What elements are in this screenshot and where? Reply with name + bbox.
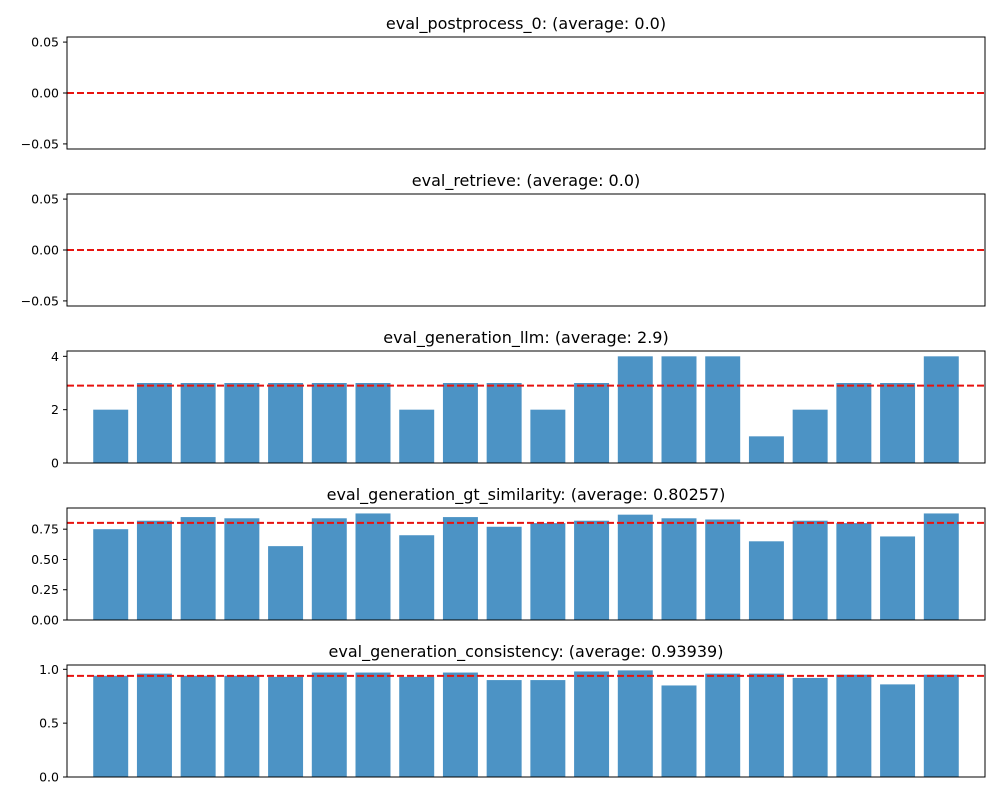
bar xyxy=(93,529,129,620)
y-tick-label: −0.05 xyxy=(21,293,59,308)
bar xyxy=(748,541,784,620)
y-tick-label: −0.05 xyxy=(21,136,59,151)
bar xyxy=(705,673,741,777)
bar xyxy=(399,409,435,463)
bar xyxy=(136,520,172,620)
bar xyxy=(661,685,697,777)
bar xyxy=(311,672,347,777)
bar xyxy=(661,356,697,463)
chart-title: eval_generation_consistency: (average: 0… xyxy=(329,642,724,662)
bar xyxy=(442,517,478,620)
bar xyxy=(136,673,172,777)
y-tick-label: 0.75 xyxy=(31,522,59,537)
y-tick-label: 4 xyxy=(51,349,59,364)
chart-panel-1: eval_retrieve: (average: 0.0) −0.05 0.00 0.… xyxy=(21,171,986,308)
bar xyxy=(311,383,347,463)
y-tick-label: 0.50 xyxy=(31,552,59,567)
bar xyxy=(836,383,872,463)
bar xyxy=(880,684,916,777)
bar xyxy=(355,513,391,620)
y-tick-label: 0.0 xyxy=(39,770,59,785)
axes-frame xyxy=(66,664,986,778)
bar xyxy=(923,513,959,620)
bar xyxy=(311,518,347,620)
bar xyxy=(574,383,610,463)
chart-panel-4: eval_generation_consistency: (average: 0… xyxy=(39,642,986,785)
bar xyxy=(617,356,653,463)
bar xyxy=(355,672,391,777)
bar xyxy=(836,523,872,620)
bar xyxy=(574,520,610,620)
bar xyxy=(442,383,478,463)
chart-title: eval_generation_gt_similarity: (average:… xyxy=(327,485,726,505)
bar xyxy=(705,519,741,620)
chart-panel-2: eval_generation_llm: (average: 2.9) 0 2 4 xyxy=(51,328,986,471)
bar xyxy=(268,383,304,463)
chart-title: eval_postprocess_0: (average: 0.0) xyxy=(386,14,666,34)
bar xyxy=(224,518,260,620)
bar xyxy=(530,409,566,463)
y-tick-label: 2 xyxy=(51,402,59,417)
y-tick-label: 0.25 xyxy=(31,582,59,597)
bar xyxy=(661,518,697,620)
y-tick-label: 0 xyxy=(51,456,59,471)
bar xyxy=(93,409,129,463)
bar xyxy=(180,517,216,620)
y-tick-label: 0.5 xyxy=(39,716,59,731)
bar xyxy=(923,356,959,463)
bar xyxy=(399,676,435,777)
bar xyxy=(355,383,391,463)
axes-frame xyxy=(66,350,986,464)
bar xyxy=(486,680,522,777)
bar xyxy=(180,675,216,777)
chart-title: eval_generation_llm: (average: 2.9) xyxy=(383,328,668,348)
bar xyxy=(748,436,784,463)
bar xyxy=(93,675,129,777)
y-tick-label: 0.00 xyxy=(31,86,59,101)
bar xyxy=(792,520,828,620)
bar xyxy=(792,409,828,463)
axes-frame xyxy=(66,507,986,621)
bar xyxy=(530,680,566,777)
bar xyxy=(268,546,304,620)
bar xyxy=(880,536,916,620)
bar xyxy=(180,383,216,463)
y-tick-label: 0.05 xyxy=(31,192,59,207)
bar xyxy=(792,677,828,777)
bar xyxy=(268,676,304,777)
bar xyxy=(399,535,435,620)
bar xyxy=(574,671,610,777)
chart-panel-3: eval_generation_gt_similarity: (average:… xyxy=(31,485,986,628)
y-tick-label: 0.00 xyxy=(31,243,59,258)
chart-title: eval_retrieve: (average: 0.0) xyxy=(412,171,640,191)
bar xyxy=(748,673,784,777)
bar xyxy=(442,672,478,777)
bar xyxy=(923,674,959,777)
y-tick-label: 0.00 xyxy=(31,613,59,628)
bar xyxy=(136,383,172,463)
bar xyxy=(617,514,653,620)
bar xyxy=(486,526,522,620)
bar xyxy=(224,675,260,777)
bar xyxy=(530,523,566,620)
bar xyxy=(836,674,872,777)
bar xyxy=(705,356,741,463)
bar xyxy=(486,383,522,463)
bar xyxy=(617,670,653,777)
y-tick-label: 0.05 xyxy=(31,35,59,50)
bar xyxy=(880,383,916,463)
bar xyxy=(224,383,260,463)
chart-panel-0: eval_postprocess_0: (average: 0.0) −0.05 0… xyxy=(21,14,986,151)
y-tick-label: 1.0 xyxy=(39,662,59,677)
